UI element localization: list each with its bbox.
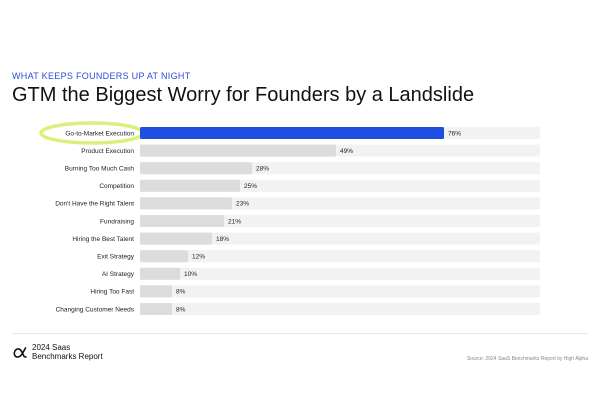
category-label-fundraising: Fundraising xyxy=(100,218,134,225)
category-label-competition: Competition xyxy=(99,183,134,190)
bar-track-ai-strategy xyxy=(140,267,540,280)
footer-divider xyxy=(12,333,588,334)
chart-title: GTM the Biggest Worry for Founders by a … xyxy=(12,84,475,106)
bar-track-changing-customer-needs xyxy=(140,303,540,315)
bar-exit-strategy xyxy=(140,250,188,263)
bar-don-t-have-the-right-talent xyxy=(140,197,232,210)
bar-hiring-the-best-talent xyxy=(140,232,212,245)
report-brand: 2024 Saas Benchmarks Report xyxy=(32,343,103,361)
bar-burning-too-much-cash xyxy=(140,162,252,175)
bar-fundraising xyxy=(140,215,224,227)
value-label-go-to-market-execution: 76% xyxy=(448,130,461,137)
value-label-don-t-have-the-right-talent: 23% xyxy=(236,201,249,208)
category-label-hiring-too-fast: Hiring Too Fast xyxy=(90,289,134,296)
bar-track-hiring-too-fast xyxy=(140,285,540,298)
category-label-don-t-have-the-right-talent: Don't Have the Right Talent xyxy=(55,201,134,208)
bar-ai-strategy xyxy=(140,267,180,280)
value-label-hiring-too-fast: 8% xyxy=(176,289,186,296)
bar-competition xyxy=(140,179,240,192)
chart-eyebrow: WHAT KEEPS FOUNDERS UP AT NIGHT xyxy=(12,71,191,81)
bar-track-fundraising xyxy=(140,215,540,227)
alpha-icon xyxy=(13,347,27,358)
bar-changing-customer-needs xyxy=(140,303,172,315)
value-label-competition: 25% xyxy=(244,183,257,190)
source-note: Source: 2024 SaaS Benchmarks Report by H… xyxy=(466,356,588,362)
value-label-product-execution: 49% xyxy=(340,148,353,155)
bar-track-hiring-the-best-talent xyxy=(140,232,540,245)
value-label-burning-too-much-cash: 28% xyxy=(256,166,269,173)
category-label-product-execution: Product Execution xyxy=(81,148,134,155)
category-label-burning-too-much-cash: Burning Too Much Cash xyxy=(65,166,135,173)
category-label-ai-strategy: AI Strategy xyxy=(102,271,135,278)
bar-product-execution xyxy=(140,144,336,157)
category-label-hiring-the-best-talent: Hiring the Best Talent xyxy=(72,236,134,243)
value-label-hiring-the-best-talent: 18% xyxy=(216,236,229,243)
category-label-exit-strategy: Exit Strategy xyxy=(97,254,135,261)
bar-track-don-t-have-the-right-talent xyxy=(140,197,540,210)
category-label-go-to-market-execution: Go-to-Market Execution xyxy=(65,130,134,137)
value-label-changing-customer-needs: 8% xyxy=(176,306,186,313)
brand-line-2: Benchmarks Report xyxy=(32,352,103,361)
value-label-fundraising: 21% xyxy=(228,218,241,225)
value-label-ai-strategy: 10% xyxy=(184,271,197,278)
bar-go-to-market-execution xyxy=(140,127,444,139)
bar-track-exit-strategy xyxy=(140,250,540,263)
bar-hiring-too-fast xyxy=(140,285,172,298)
brand-line-1: 2024 Saas xyxy=(32,343,71,352)
value-label-exit-strategy: 12% xyxy=(192,254,205,261)
category-label-changing-customer-needs: Changing Customer Needs xyxy=(56,306,135,313)
